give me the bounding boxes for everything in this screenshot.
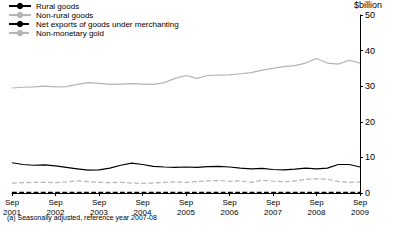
svg-text:(a) Seasonally adjusted, refer: (a) Seasonally adjusted, reference year … (7, 214, 157, 222)
svg-text:Sep: Sep (179, 198, 194, 207)
svg-text:2005: 2005 (177, 208, 195, 217)
svg-text:Sep: Sep (222, 198, 237, 207)
svg-text:0: 0 (365, 188, 370, 198)
svg-text:2009: 2009 (351, 208, 369, 217)
svg-text:20: 20 (365, 117, 375, 127)
svg-text:2006: 2006 (221, 208, 239, 217)
svg-text:Sep: Sep (92, 198, 107, 207)
svg-text:Rural goods: Rural goods (36, 2, 79, 11)
svg-text:2004: 2004 (133, 207, 152, 217)
svg-text:Sep: Sep (48, 198, 63, 207)
svg-text:Sep: Sep (5, 198, 20, 207)
svg-text:Sep: Sep (353, 198, 368, 207)
svg-text:Non-rural goods: Non-rural goods (36, 11, 93, 20)
svg-text:Sep: Sep (309, 198, 324, 207)
svg-text:Sep: Sep (135, 198, 150, 207)
svg-text:50: 50 (365, 10, 375, 20)
svg-text:2008: 2008 (308, 208, 326, 217)
svg-text:30: 30 (365, 81, 375, 91)
svg-text:40: 40 (365, 46, 375, 56)
svg-text:10: 10 (365, 152, 375, 162)
svg-text:$billion: $billion (354, 0, 382, 10)
svg-text:Sep: Sep (266, 198, 281, 207)
svg-text:Net exports of goods under mer: Net exports of goods under merchanting (36, 20, 179, 29)
svg-text:2007: 2007 (264, 208, 282, 217)
svg-text:2001: 2001 (3, 207, 21, 217)
svg-text:2002: 2002 (46, 207, 65, 217)
svg-text:2003: 2003 (90, 207, 108, 217)
svg-text:Non-monetary gold: Non-monetary gold (36, 29, 104, 38)
